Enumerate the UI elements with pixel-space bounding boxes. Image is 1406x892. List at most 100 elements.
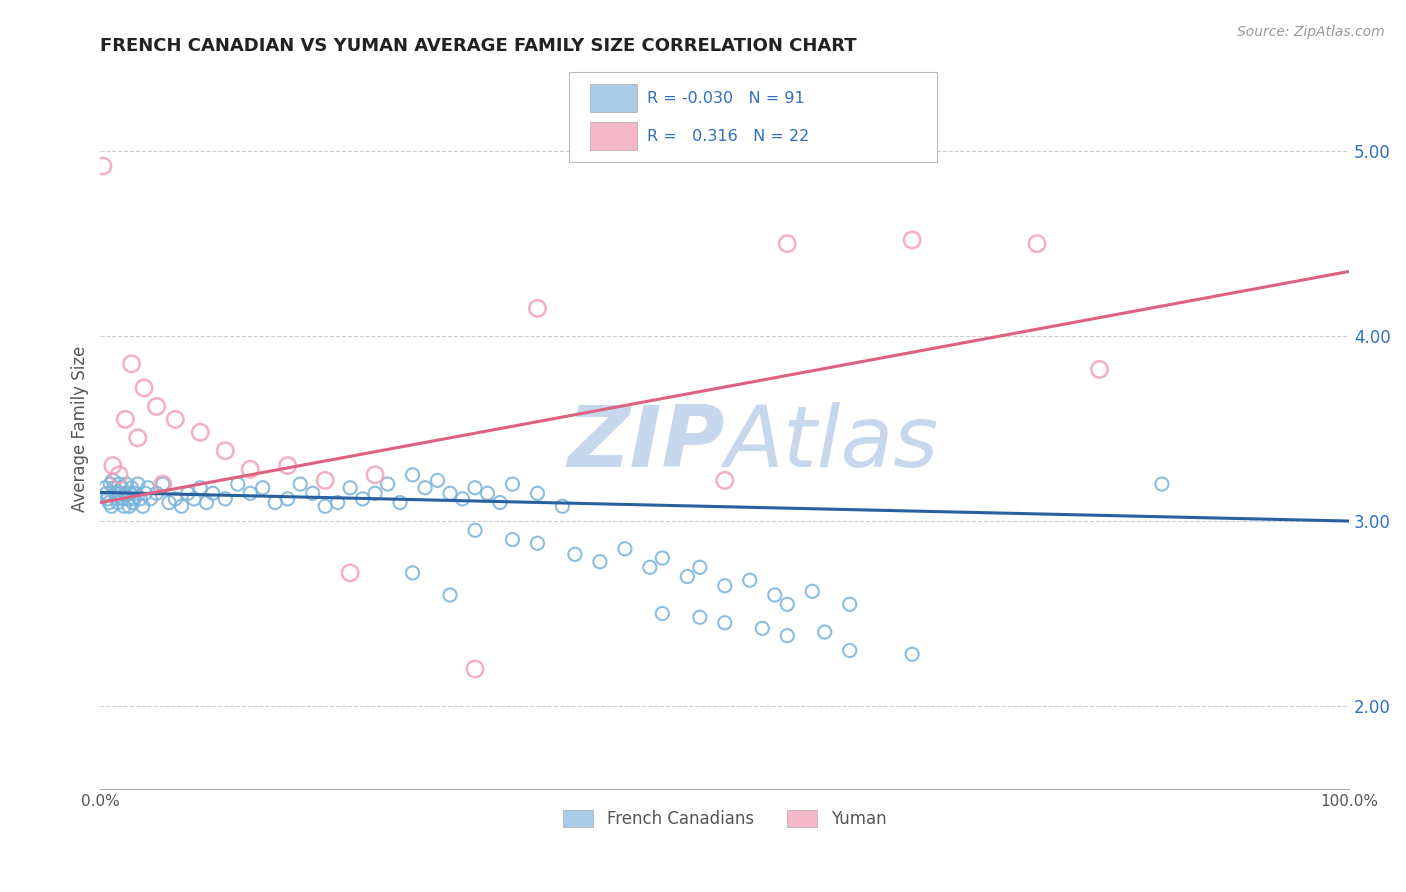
Point	[101, 474, 124, 488]
FancyBboxPatch shape	[591, 122, 637, 150]
Point	[776, 597, 799, 611]
Point	[901, 647, 924, 661]
Point	[120, 486, 142, 500]
Point	[776, 236, 799, 251]
Point	[502, 477, 524, 491]
Point	[103, 481, 125, 495]
Point	[214, 443, 236, 458]
Point	[124, 486, 146, 500]
Point	[110, 486, 132, 500]
Point	[97, 491, 120, 506]
Text: Source: ZipAtlas.com: Source: ZipAtlas.com	[1237, 25, 1385, 39]
Point	[551, 500, 574, 514]
Point	[170, 500, 193, 514]
Point	[651, 551, 673, 566]
Point	[105, 491, 128, 506]
Text: ZIP: ZIP	[567, 401, 725, 484]
Point	[132, 381, 155, 395]
Point	[165, 491, 187, 506]
Point	[134, 486, 156, 500]
Point	[188, 481, 211, 495]
Point	[339, 566, 361, 580]
Point	[107, 495, 129, 509]
Point	[714, 474, 737, 488]
Point	[477, 486, 499, 500]
Point	[763, 588, 786, 602]
Point	[110, 481, 132, 495]
Point	[252, 481, 274, 495]
Point	[389, 495, 412, 509]
Point	[101, 458, 124, 473]
Point	[326, 495, 349, 509]
Point	[121, 481, 143, 495]
Point	[301, 486, 323, 500]
Point	[364, 486, 387, 500]
Point	[451, 491, 474, 506]
Point	[401, 467, 423, 482]
Point	[413, 481, 436, 495]
Point	[214, 491, 236, 506]
Text: R = -0.030   N = 91: R = -0.030 N = 91	[647, 91, 806, 106]
Point	[157, 495, 180, 509]
Point	[118, 500, 141, 514]
Point	[145, 486, 167, 500]
Point	[127, 431, 149, 445]
Point	[94, 481, 117, 495]
Point	[314, 500, 336, 514]
Point	[464, 662, 486, 676]
Point	[464, 524, 486, 538]
Point	[364, 467, 387, 482]
Point	[714, 579, 737, 593]
Point	[676, 569, 699, 583]
Point	[104, 486, 127, 500]
Point	[1150, 477, 1173, 491]
Text: Atlas: Atlas	[725, 401, 939, 484]
Point	[152, 477, 174, 491]
Point	[1088, 362, 1111, 376]
Point	[689, 610, 711, 624]
Point	[564, 547, 586, 561]
Point	[100, 500, 122, 514]
Point	[136, 481, 159, 495]
Point	[114, 412, 136, 426]
Point	[239, 462, 262, 476]
Point	[122, 491, 145, 506]
Point	[314, 474, 336, 488]
Point	[145, 400, 167, 414]
Point	[201, 486, 224, 500]
Point	[776, 629, 799, 643]
Point	[277, 491, 299, 506]
Point	[226, 477, 249, 491]
Point	[96, 486, 118, 500]
Legend: French Canadians, Yuman: French Canadians, Yuman	[557, 804, 893, 835]
Point	[901, 233, 924, 247]
Point	[152, 477, 174, 491]
Point	[98, 477, 121, 491]
Point	[526, 486, 548, 500]
Point	[108, 467, 131, 482]
Point	[352, 491, 374, 506]
Point	[277, 458, 299, 473]
Point	[121, 495, 143, 509]
Text: R =   0.316   N = 22: R = 0.316 N = 22	[647, 129, 810, 144]
Point	[651, 607, 673, 621]
Point	[339, 481, 361, 495]
Point	[801, 584, 824, 599]
Point	[288, 477, 311, 491]
Point	[165, 412, 187, 426]
Point	[188, 425, 211, 440]
Point	[112, 500, 135, 514]
Point	[111, 491, 134, 506]
Point	[377, 477, 399, 491]
Point	[502, 533, 524, 547]
Text: FRENCH CANADIAN VS YUMAN AVERAGE FAMILY SIZE CORRELATION CHART: FRENCH CANADIAN VS YUMAN AVERAGE FAMILY …	[100, 37, 858, 55]
Point	[195, 495, 218, 509]
Y-axis label: Average Family Size: Average Family Size	[72, 345, 89, 512]
Point	[114, 486, 136, 500]
Point	[526, 536, 548, 550]
Point	[613, 541, 636, 556]
Point	[264, 495, 287, 509]
Point	[714, 615, 737, 630]
Point	[401, 566, 423, 580]
Point	[129, 491, 152, 506]
